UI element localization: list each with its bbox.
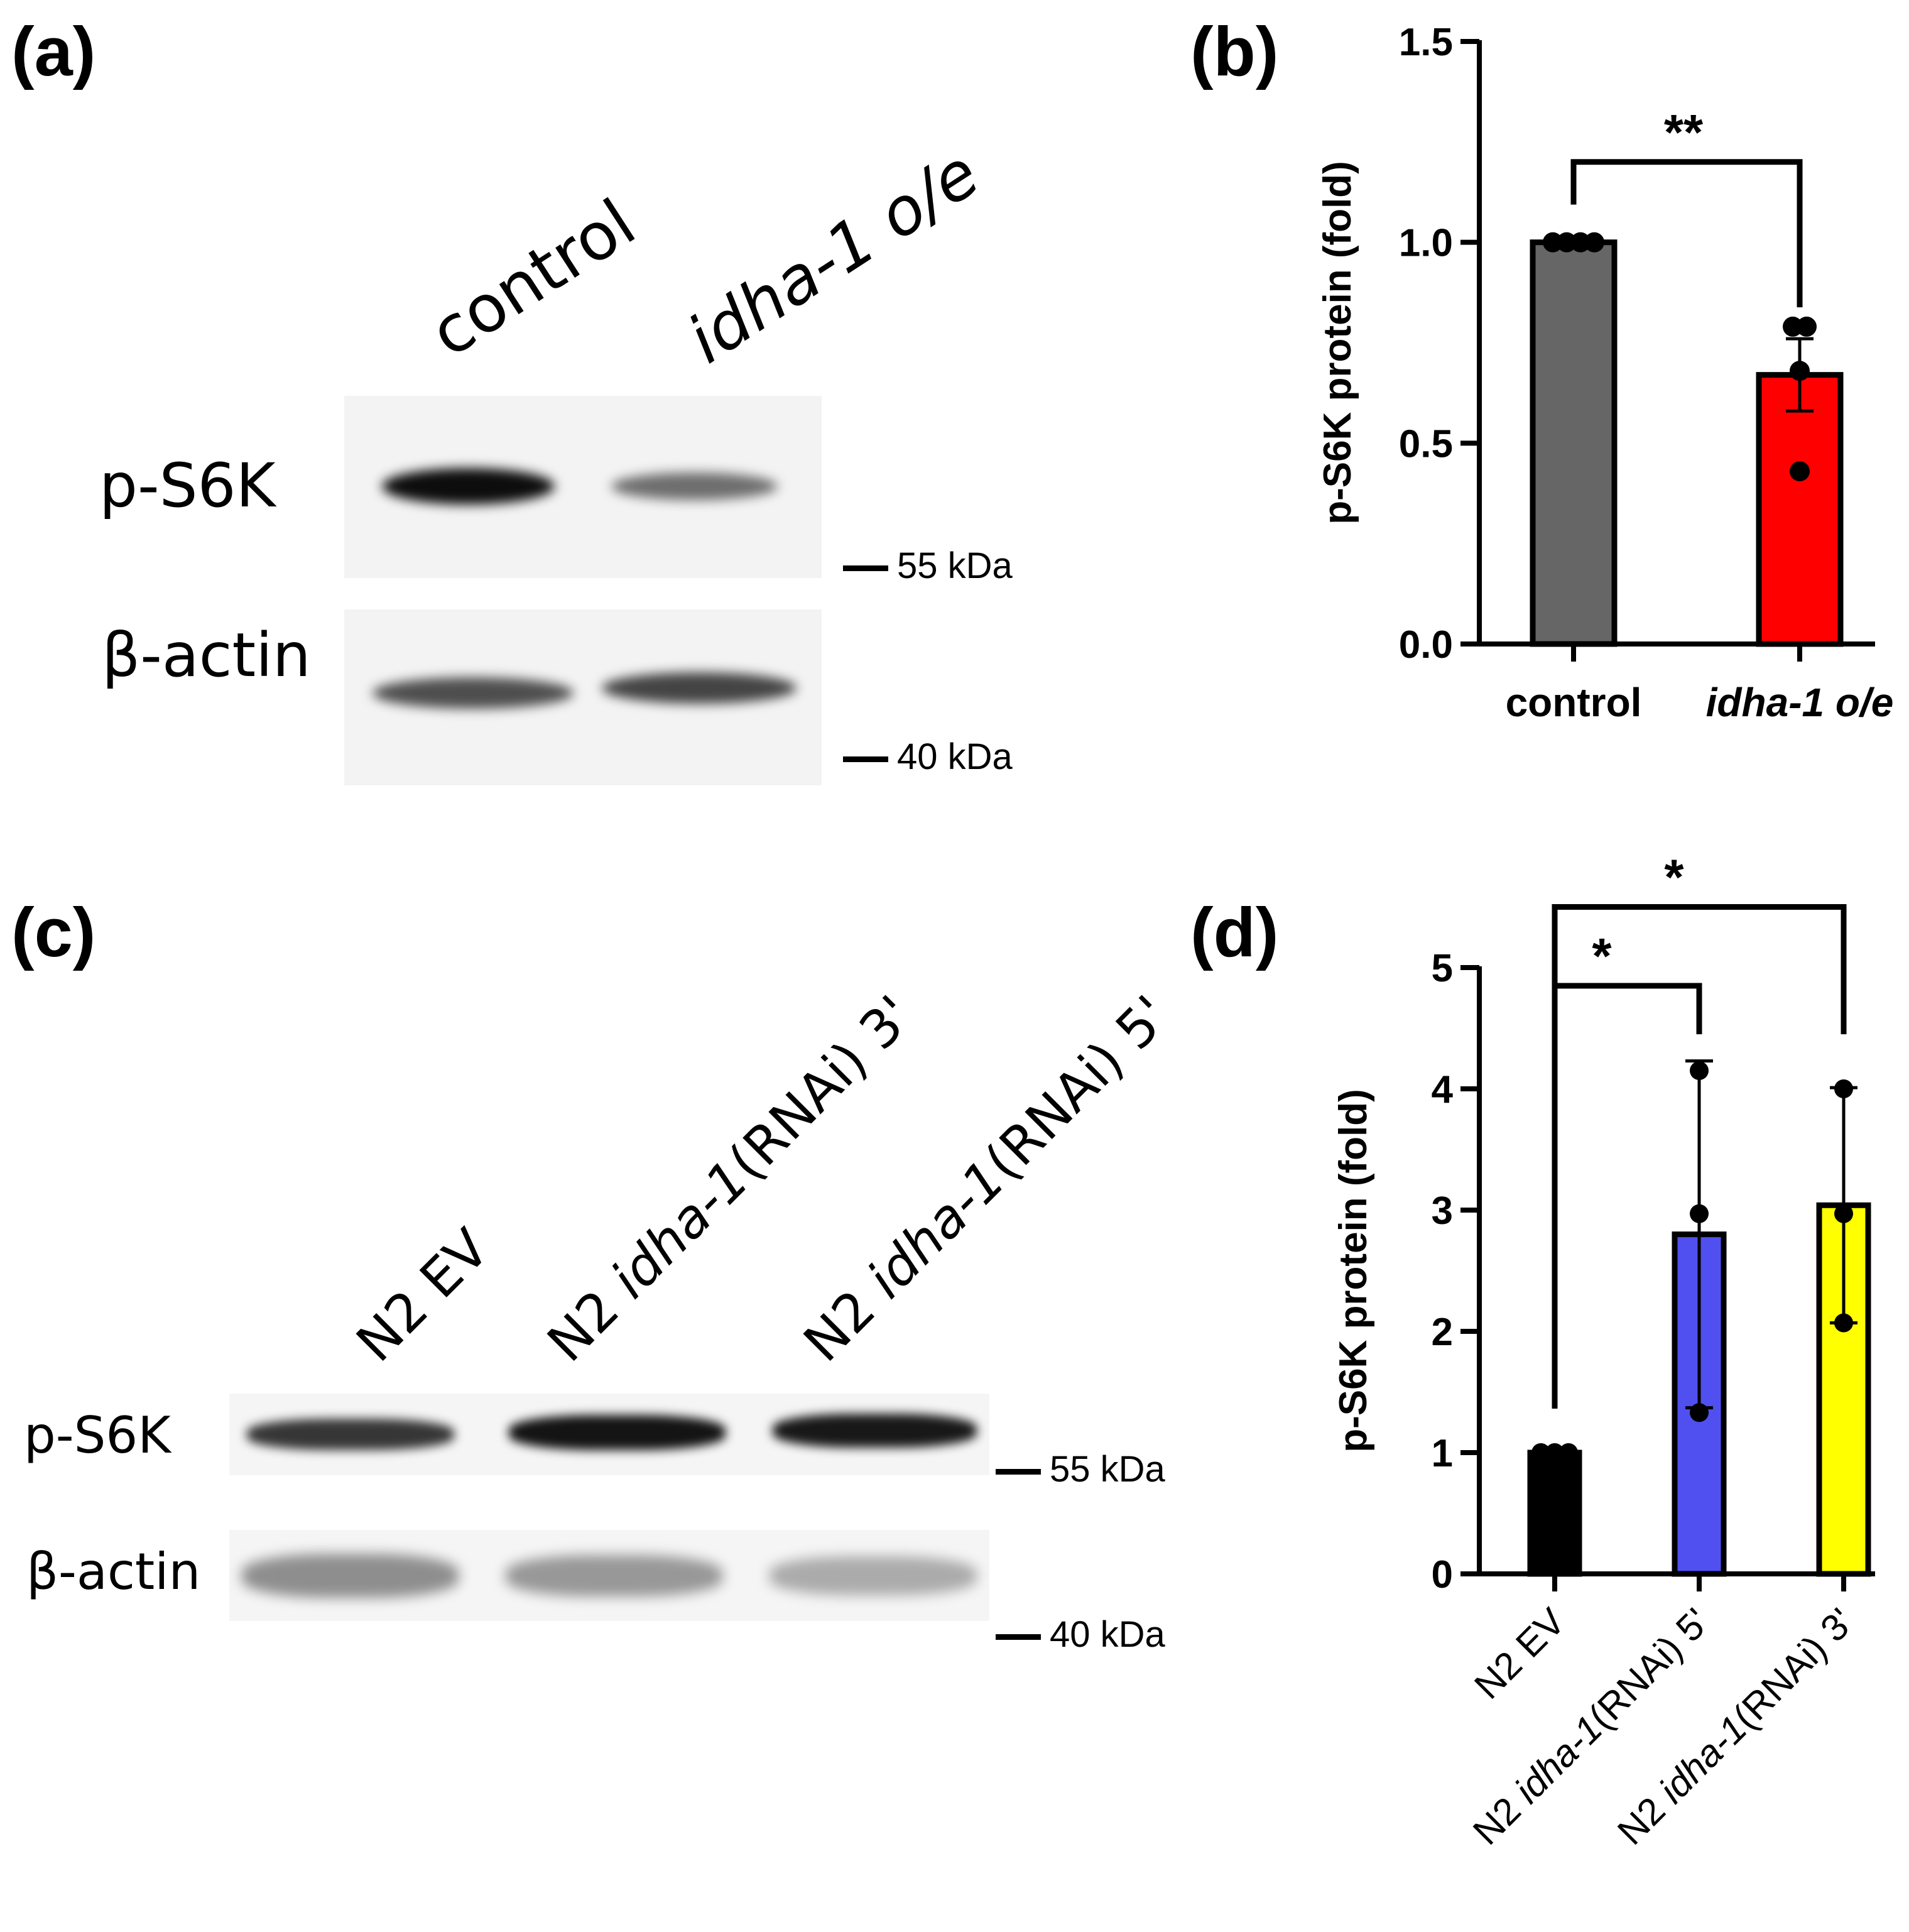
marker-tick <box>996 1469 1041 1475</box>
y-tick-label: 0 <box>1432 1553 1453 1596</box>
marker-40-label: 40 kDa <box>897 736 1013 777</box>
panel-d-letter: (d) <box>1190 894 1279 971</box>
data-point-0-0 <box>1531 1443 1550 1462</box>
data-point-1-1 <box>1797 316 1817 337</box>
blot-a-band-control <box>382 468 555 505</box>
blot-a-lane-idha1-oe: idha-1 o/e <box>674 134 993 378</box>
data-point-2-1 <box>1834 1204 1853 1223</box>
data-point-0-3 <box>1584 232 1604 253</box>
blot-c-lane-2-suffix: (RNAi) 3' <box>717 983 925 1192</box>
blot-c-band-bactin-3 <box>770 1556 977 1595</box>
data-point-0-2 <box>1559 1443 1578 1462</box>
data-point-1-1 <box>1690 1204 1709 1223</box>
data-point-1-0 <box>1783 316 1803 337</box>
data-point-1-2 <box>1790 361 1810 381</box>
blot-c-band-2 <box>509 1415 726 1450</box>
y-tick-label: 1 <box>1432 1432 1453 1475</box>
panel-b-letter: (b) <box>1190 13 1279 90</box>
x-tick-label-suffix-2: (RNAi) 3' <box>1725 1600 1862 1737</box>
blot-c-label-bactin: β-actin <box>26 1542 201 1601</box>
data-point-0-1 <box>1557 232 1577 253</box>
y-tick-label: 3 <box>1432 1189 1453 1233</box>
blot-c-band-3 <box>773 1414 977 1448</box>
significance-bracket-1 <box>1552 904 1847 1409</box>
blot-a-marker-40: 40 kDa <box>843 739 1013 775</box>
x-tick-label-2: N2 idha-1(RNAi) 3' <box>1609 1600 1862 1853</box>
x-tick-label-suffix-1: (RNAi) 5' <box>1580 1600 1717 1737</box>
significance-label-0: * <box>1592 928 1612 984</box>
data-point-1-3 <box>1790 461 1810 482</box>
blot-c-marker-55: 55 kDa <box>996 1451 1165 1488</box>
blot-a-band-bactin-1 <box>373 677 574 709</box>
bar-1 <box>1756 372 1844 647</box>
marker-55-label: 55 kDa <box>897 545 1013 586</box>
y-tick-label: 1.5 <box>1399 21 1453 64</box>
blot-c-lane-2-gene: idha-1 <box>599 1149 761 1310</box>
data-point-1-2 <box>1690 1403 1709 1422</box>
blot-c-lane-1: N2 EV <box>345 1217 501 1373</box>
significance-label-1: * <box>1664 849 1684 905</box>
blot-c-strip-bactin <box>229 1530 989 1621</box>
blot-a-band-bactin-2 <box>602 672 797 704</box>
y-tick-label: 1.0 <box>1399 222 1453 265</box>
marker-tick <box>843 756 888 763</box>
x-tick-label-1: idha-1 o/e <box>1706 680 1894 725</box>
blot-a-marker-55: 55 kDa <box>843 548 1013 584</box>
data-point-0-1 <box>1545 1443 1564 1462</box>
y-axis-label: p-S6K protein (fold) <box>1316 161 1359 525</box>
blot-c-lane-3-suffix: (RNAi) 5' <box>973 983 1182 1192</box>
x-tick-label-0: control <box>1506 680 1642 725</box>
y-tick-label: 2 <box>1432 1311 1453 1354</box>
panel-a-letter: (a) <box>11 13 96 90</box>
bar-0 <box>1527 1449 1582 1577</box>
x-tick-label-gene-2: idha-1 <box>1651 1708 1754 1811</box>
blot-c-band-bactin-2 <box>506 1555 722 1596</box>
marker-c40-label: 40 kDa <box>1050 1614 1165 1655</box>
blot-a-strip-pS6K <box>344 396 822 578</box>
blot-c-strip-pS6K <box>229 1394 989 1475</box>
data-point-1-0 <box>1690 1061 1709 1081</box>
y-tick-label: 0.0 <box>1399 623 1453 667</box>
marker-c55-label: 55 kDa <box>1050 1449 1165 1490</box>
blot-a-label-bactin: β-actin <box>102 620 311 690</box>
data-point-2-2 <box>1834 1313 1853 1333</box>
blot-a-label-pS6K: p-S6K <box>99 450 276 521</box>
blot-a-strip-bactin <box>344 609 822 785</box>
y-tick-label: 5 <box>1432 947 1453 990</box>
panel-c-letter: (c) <box>11 894 96 971</box>
blot-c-label-pS6K: p-S6K <box>24 1406 171 1465</box>
blot-c-lane-3-gene: idha-1 <box>855 1149 1017 1310</box>
marker-tick <box>996 1634 1041 1640</box>
y-axis-label: p-S6K protein (fold) <box>1332 1089 1375 1453</box>
blot-a-lane-control: control <box>416 184 649 372</box>
blot-a-band-idha1 <box>611 472 778 500</box>
y-tick-label: 4 <box>1432 1068 1454 1111</box>
chart-b: 0.0 0.5 1.0 1.5 p-S6K protein (fold) ** contro… <box>1316 21 1894 725</box>
x-tick-label-0: N2 EV <box>1466 1600 1573 1707</box>
x-tick-label-1: N2 idha-1(RNAi) 5' <box>1465 1600 1717 1853</box>
bar-0 <box>1530 239 1618 647</box>
x-tick-label-prefix-0: N2 EV <box>1466 1600 1573 1707</box>
blot-c-band-1 <box>247 1419 454 1450</box>
data-point-0-0 <box>1543 232 1563 253</box>
data-point-0-2 <box>1570 232 1591 253</box>
significance-bracket-0 <box>1570 159 1803 308</box>
blot-c-marker-40: 40 kDa <box>996 1617 1165 1653</box>
y-tick-label: 0.5 <box>1399 422 1453 466</box>
blot-c-band-bactin-1 <box>242 1554 459 1598</box>
significance-label-0: ** <box>1664 104 1704 160</box>
x-tick-label-gene-1: idha-1 <box>1506 1708 1610 1811</box>
data-point-2-0 <box>1834 1079 1853 1098</box>
marker-tick <box>843 565 888 572</box>
